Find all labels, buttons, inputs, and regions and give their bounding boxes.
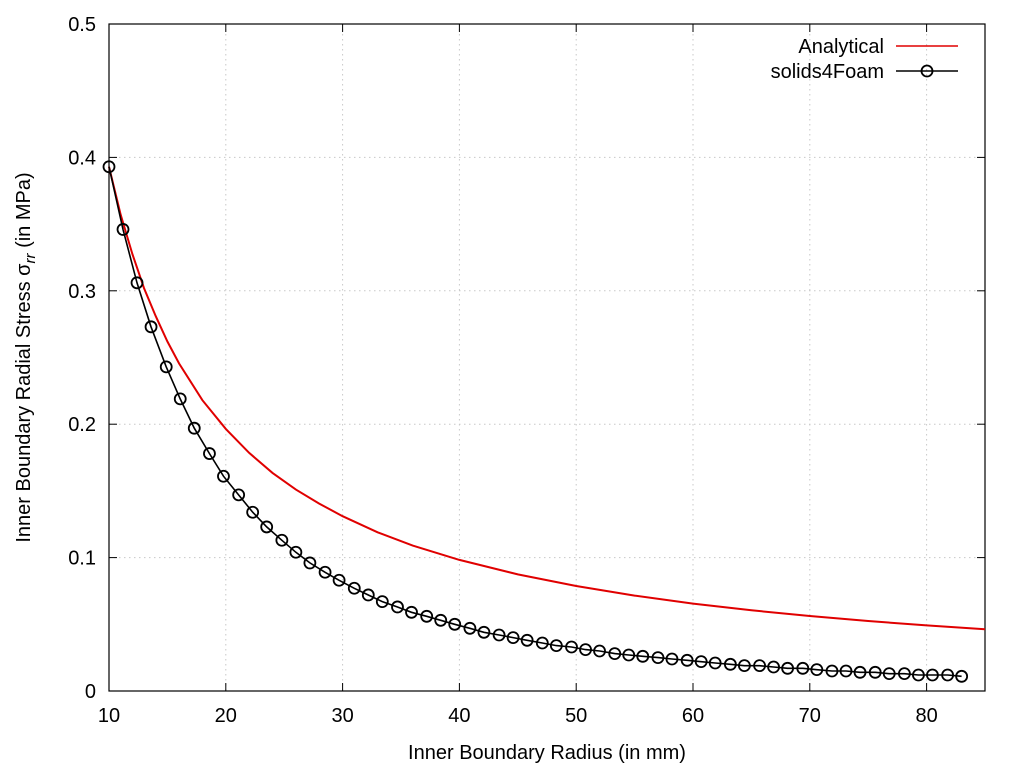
y-tick-label: 0.2 bbox=[68, 414, 96, 436]
y-axis-title-unit: (in MPa) bbox=[13, 172, 35, 253]
data-point bbox=[303, 556, 317, 570]
data-point bbox=[680, 653, 694, 667]
data-point bbox=[941, 668, 955, 682]
data-point bbox=[187, 421, 201, 435]
y-axis-title-main: Inner Boundary Radial Stress σ bbox=[13, 263, 35, 543]
y-axis-title-subscript: rr bbox=[22, 252, 39, 263]
data-point bbox=[898, 667, 911, 681]
data-point bbox=[260, 520, 274, 534]
data-point bbox=[420, 609, 434, 623]
data-point bbox=[246, 505, 260, 519]
x-tick-label: 20 bbox=[215, 705, 237, 727]
data-point bbox=[839, 664, 853, 678]
data-point bbox=[549, 639, 563, 653]
data-point bbox=[593, 644, 606, 658]
axis-ticks: 10 20 30 40 50 60 70 80 0 0.1 0.2 0.3 0.4 0.5 bbox=[68, 14, 985, 727]
data-point bbox=[665, 652, 679, 666]
grid bbox=[109, 24, 985, 691]
x-tick-label: 80 bbox=[915, 705, 937, 727]
data-point bbox=[405, 605, 418, 619]
data-point bbox=[102, 160, 116, 174]
data-point bbox=[579, 643, 592, 657]
data-point bbox=[882, 667, 896, 681]
y-tick-label: 0.4 bbox=[68, 147, 96, 169]
data-point bbox=[130, 276, 144, 290]
data-point bbox=[203, 447, 216, 460]
data-point bbox=[926, 668, 939, 682]
y-tick-label: 0 bbox=[85, 681, 96, 703]
data-point bbox=[723, 657, 737, 671]
data-point bbox=[608, 647, 622, 661]
data-point bbox=[825, 664, 839, 678]
data-point bbox=[434, 613, 448, 627]
data-point bbox=[565, 640, 578, 654]
data-point bbox=[781, 661, 795, 675]
data-point bbox=[144, 320, 158, 334]
data-point bbox=[796, 661, 810, 675]
data-point bbox=[332, 573, 346, 587]
data-point bbox=[375, 595, 389, 609]
data-point bbox=[955, 669, 969, 683]
x-tick-label: 50 bbox=[565, 705, 587, 727]
x-tick-label: 60 bbox=[682, 705, 704, 727]
data-point bbox=[463, 621, 477, 635]
data-point bbox=[708, 656, 722, 670]
x-tick-label: 30 bbox=[331, 705, 353, 727]
data-point bbox=[753, 659, 766, 673]
data-point bbox=[535, 636, 549, 650]
data-point bbox=[318, 565, 332, 579]
data-point bbox=[737, 659, 751, 673]
data-point bbox=[520, 633, 534, 647]
data-point bbox=[232, 488, 246, 502]
data-point bbox=[810, 663, 824, 677]
x-tick-label: 70 bbox=[799, 705, 821, 727]
legend-marker-solids4foam bbox=[920, 64, 934, 78]
series bbox=[102, 160, 986, 683]
data-point bbox=[477, 625, 491, 639]
data-point bbox=[275, 533, 289, 547]
x-axis-title: Inner Boundary Radius (in mm) bbox=[408, 742, 686, 764]
x-tick-label: 10 bbox=[98, 705, 120, 727]
data-point bbox=[159, 360, 173, 374]
y-tick-label: 0.1 bbox=[68, 548, 96, 570]
data-point bbox=[636, 649, 650, 663]
data-point bbox=[853, 665, 867, 679]
data-point bbox=[694, 655, 708, 669]
data-point bbox=[448, 617, 462, 631]
x-tick-label: 40 bbox=[448, 705, 470, 727]
data-point bbox=[361, 588, 375, 602]
plot-frame bbox=[108, 23, 986, 692]
y-tick-label: 0.5 bbox=[68, 14, 96, 36]
series-line-solids4foam bbox=[108, 166, 962, 678]
data-point bbox=[217, 469, 230, 483]
legend-label-solids4foam: solids4Foam bbox=[771, 61, 884, 83]
y-axis-title: Inner Boundary Radial Stress σrr (in MPa… bbox=[13, 172, 39, 542]
legend: Analytical solids4Foam bbox=[771, 36, 958, 83]
data-point bbox=[868, 665, 882, 679]
data-point bbox=[651, 651, 665, 665]
data-point bbox=[116, 223, 130, 236]
data-point bbox=[173, 392, 187, 406]
legend-label-analytical: Analytical bbox=[798, 36, 884, 58]
data-point bbox=[391, 600, 404, 614]
series-line-analytical bbox=[108, 166, 986, 631]
data-point bbox=[492, 628, 506, 642]
data-point bbox=[289, 545, 303, 559]
data-point bbox=[767, 660, 780, 674]
data-point bbox=[912, 668, 925, 682]
data-point bbox=[622, 648, 636, 662]
y-tick-label: 0.3 bbox=[68, 281, 96, 303]
data-point bbox=[347, 581, 361, 595]
data-point bbox=[506, 631, 520, 645]
